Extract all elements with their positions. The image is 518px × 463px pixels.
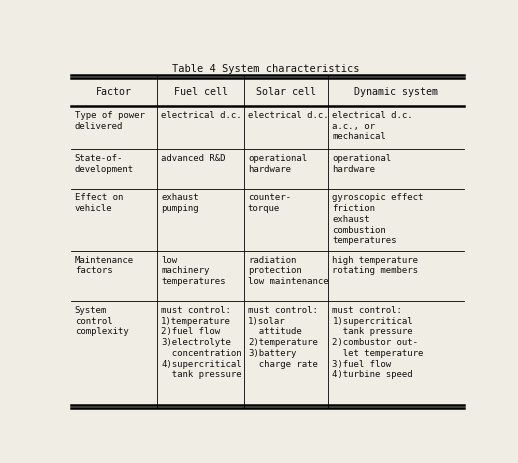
Text: Effect on
vehicle: Effect on vehicle <box>75 193 123 213</box>
Text: Table 4 System characteristics: Table 4 System characteristics <box>172 63 359 73</box>
Text: Solar cell: Solar cell <box>256 87 316 97</box>
Text: radiation
protection
low maintenance: radiation protection low maintenance <box>248 255 328 285</box>
Text: must control:
1)solar
  attitude
2)temperature
3)battery
  charge rate: must control: 1)solar attitude 2)tempera… <box>248 305 318 368</box>
Text: Dynamic system: Dynamic system <box>354 87 438 97</box>
Text: electrical d.c.
a.c., or
mechanical: electrical d.c. a.c., or mechanical <box>333 111 413 141</box>
Text: gyroscopic effect
friction
exhaust
combustion
temperatures: gyroscopic effect friction exhaust combu… <box>333 193 424 245</box>
Text: State-of-
development: State-of- development <box>75 154 134 173</box>
Text: low
machinery
temperatures: low machinery temperatures <box>161 255 226 285</box>
Text: Type of power
delivered: Type of power delivered <box>75 111 145 131</box>
Text: Fuel cell: Fuel cell <box>174 87 227 97</box>
Text: must control:
1)temperature
2)fuel flow
3)electrolyte
  concentration
4)supercri: must control: 1)temperature 2)fuel flow … <box>161 305 242 378</box>
Text: System
control
complexity: System control complexity <box>75 305 128 336</box>
Text: counter-
torque: counter- torque <box>248 193 291 213</box>
Text: electrical d.c.: electrical d.c. <box>248 111 328 119</box>
Text: advanced R&D: advanced R&D <box>161 154 226 163</box>
Text: high temperature
rotating members: high temperature rotating members <box>333 255 419 275</box>
Text: Maintenance
factors: Maintenance factors <box>75 255 134 275</box>
Text: electrical d.c.: electrical d.c. <box>161 111 242 119</box>
Text: Factor: Factor <box>96 87 132 97</box>
Text: operational
hardware: operational hardware <box>333 154 392 173</box>
Text: must control:
1)supercritical
  tank pressure
2)combustor out-
  let temperature: must control: 1)supercritical tank press… <box>333 305 424 378</box>
Text: exhaust
pumping: exhaust pumping <box>161 193 199 213</box>
Text: operational
hardware: operational hardware <box>248 154 307 173</box>
